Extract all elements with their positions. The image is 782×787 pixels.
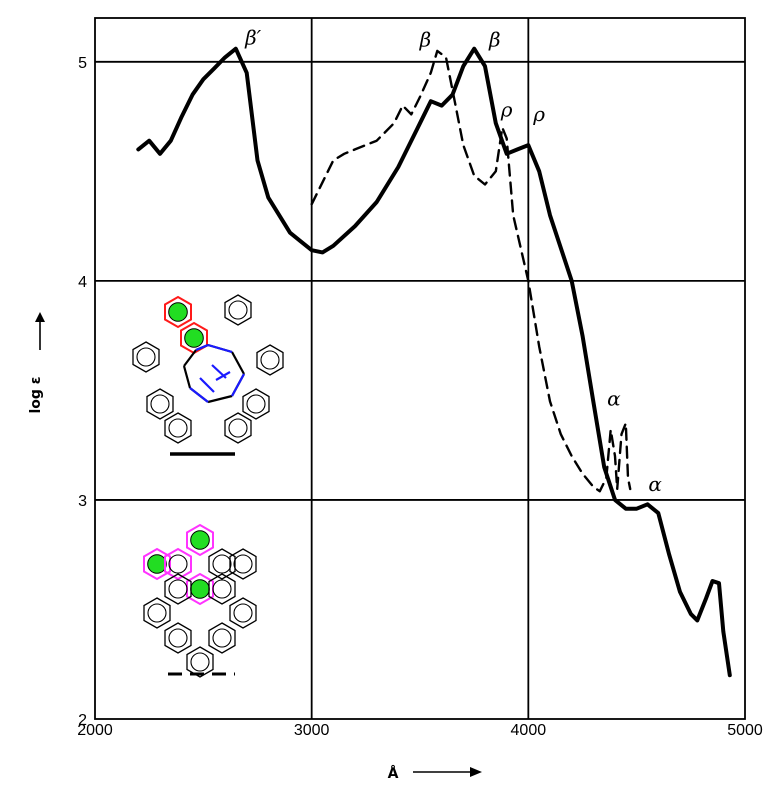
hexagon-ring — [186, 646, 214, 678]
aromatic-circle — [228, 300, 248, 320]
aromatic-circle — [168, 418, 188, 438]
hexagon-ring — [229, 548, 257, 580]
hexagon-ring — [164, 573, 192, 605]
bond-line — [189, 387, 209, 403]
x-tick-label: 3000 — [294, 722, 330, 739]
hexagon-ring — [186, 572, 214, 606]
peak-label: β′ — [244, 25, 262, 49]
hexagon-ring — [143, 597, 171, 629]
hexagon-ring — [164, 547, 192, 581]
bond-line — [195, 343, 209, 352]
y-axis-label: log ε — [28, 376, 44, 413]
hexagon-ring — [256, 344, 284, 376]
aromatic-ring-fill — [147, 554, 167, 574]
aromatic-circle — [190, 652, 210, 672]
hexagon-ring — [132, 341, 160, 373]
aromatic-circle — [212, 628, 232, 648]
molecule-structure-dashed — [143, 523, 257, 678]
tick-labels: 2000 3000 4000 5000 2 3 4 5 — [77, 55, 763, 739]
plot-border — [94, 17, 746, 720]
peak-label: ρ — [500, 98, 513, 122]
hexagon-ring — [186, 523, 214, 557]
aromatic-circle — [228, 418, 248, 438]
hexagon-ring — [146, 388, 174, 420]
bond-line — [207, 394, 233, 404]
peak-label: ρ — [532, 102, 545, 126]
bond-line — [183, 349, 197, 367]
aromatic-ring-fill — [168, 302, 188, 322]
peak-label: β — [419, 27, 432, 51]
hexagon-ring — [208, 573, 236, 605]
peak-label: α — [648, 472, 662, 496]
hexagon-ring — [143, 547, 171, 581]
aromatic-circle — [260, 350, 280, 370]
hexagon-ring — [164, 295, 192, 329]
bond-line — [207, 343, 233, 354]
bond-line — [231, 351, 245, 375]
aromatic-circle — [212, 579, 232, 599]
aromatic-ring-fill — [190, 530, 210, 550]
aromatic-circle — [136, 347, 156, 367]
curves — [136, 46, 732, 678]
aromatic-circle — [168, 628, 188, 648]
x-tick-label: 4000 — [511, 722, 547, 739]
peak-annotations: β′ β β ρ ρ α α — [244, 25, 662, 496]
x-axis-label: Å — [388, 765, 399, 782]
y-tick-label: 5 — [78, 55, 87, 72]
hexagon-ring — [164, 622, 192, 654]
hexagon-ring — [208, 548, 236, 580]
hexagon-ring — [164, 412, 192, 444]
bond-line — [199, 377, 215, 393]
aromatic-circle — [246, 394, 266, 414]
y-tick-label: 2 — [78, 712, 87, 729]
x-axis-arrow — [413, 767, 482, 777]
aromatic-circle — [147, 603, 167, 623]
solid-series-line — [136, 46, 732, 678]
bond-line — [231, 373, 245, 397]
grid-lines — [95, 18, 745, 719]
plot-frame — [94, 17, 746, 720]
bond-line — [182, 365, 192, 389]
aromatic-circle — [233, 603, 253, 623]
aromatic-circle — [150, 394, 170, 414]
aromatic-circle — [233, 554, 253, 574]
y-tick-label: 3 — [78, 493, 87, 510]
x-tick-label: 2000 — [77, 722, 113, 739]
hexagon-ring — [224, 412, 252, 444]
y-axis-arrow — [35, 312, 45, 350]
peak-label: β — [488, 27, 501, 51]
hexagon-ring — [229, 597, 257, 629]
hexagon-ring — [224, 294, 252, 326]
molecule-structure-solid — [132, 294, 284, 444]
aromatic-circle — [168, 554, 188, 574]
peak-label: α — [607, 387, 621, 411]
x-tick-label: 5000 — [727, 722, 763, 739]
hexagon-ring — [242, 388, 270, 420]
aromatic-circle — [168, 579, 188, 599]
bond-line — [215, 371, 231, 381]
aromatic-ring-fill — [190, 579, 210, 599]
hexagon-ring — [208, 622, 236, 654]
y-tick-label: 4 — [78, 274, 87, 291]
aromatic-circle — [212, 554, 232, 574]
aromatic-ring-fill — [184, 328, 204, 348]
